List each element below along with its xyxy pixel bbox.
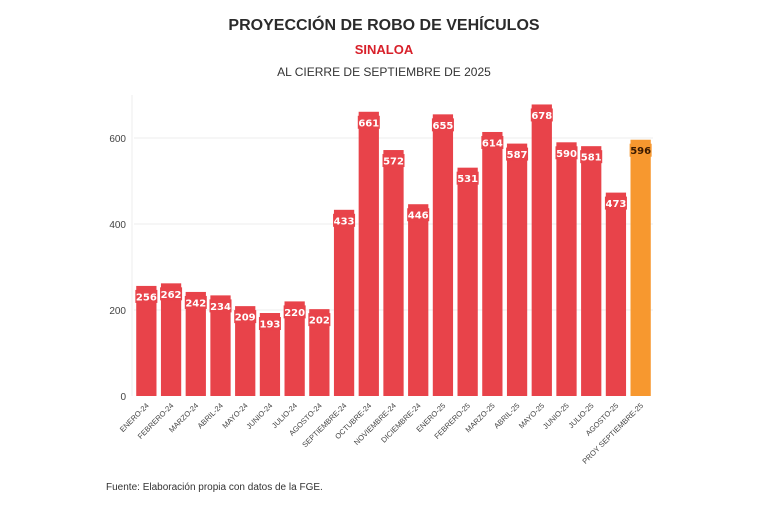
data-label-bg [160, 287, 183, 301]
data-label: 473 [605, 199, 626, 210]
chart-date-subtitle: AL CIERRE DE SEPTIEMBRE DE 2025 [277, 65, 491, 79]
bar [408, 204, 429, 396]
data-label: 202 [309, 316, 330, 327]
data-label-bg [530, 108, 553, 122]
data-label: 531 [457, 174, 478, 185]
data-label: 193 [259, 320, 280, 331]
data-label-bg [481, 135, 504, 149]
bar [185, 291, 206, 396]
bar-projection [630, 139, 651, 396]
data-label: 234 [210, 302, 231, 313]
y-axis: 0 200 400 600 [109, 134, 126, 403]
y-tick-label: 400 [109, 220, 126, 231]
x-tick-label: JUNIO-24 [244, 401, 274, 431]
data-label-bg [431, 118, 454, 132]
bar [358, 111, 379, 397]
data-label: 678 [531, 111, 552, 122]
data-label: 587 [507, 150, 528, 161]
bar [581, 146, 602, 396]
x-tick-label: JUNIO-25 [541, 401, 571, 431]
data-label-bg [357, 115, 380, 129]
data-label-bg [308, 313, 331, 327]
bars [136, 104, 651, 397]
data-label: 209 [235, 313, 256, 324]
data-label: 581 [581, 153, 602, 164]
data-label: 433 [334, 216, 355, 227]
data-label: 242 [185, 298, 206, 309]
data-label: 262 [161, 290, 182, 301]
data-label: 614 [482, 138, 503, 149]
bar [235, 306, 256, 396]
data-label-bg [382, 154, 405, 168]
bar [605, 192, 627, 396]
data-label-bg [555, 146, 578, 160]
data-label-bg [456, 171, 479, 185]
bar [210, 295, 231, 396]
data-label-bg [580, 150, 603, 164]
x-tick-label: ABRIL-24 [196, 401, 225, 430]
data-label: 256 [136, 292, 157, 303]
bar [457, 167, 478, 396]
data-label-bg [184, 295, 207, 309]
data-label-bg [506, 147, 529, 161]
bar [284, 301, 305, 396]
data-label: 661 [358, 118, 379, 129]
data-label-bg [258, 317, 281, 331]
data-label: 446 [408, 211, 429, 222]
data-label-bg [604, 196, 627, 210]
data-label: 596 [630, 146, 651, 157]
bar [506, 143, 528, 396]
chart-title: PROYECCIÓN DE ROBO DE VEHÍCULOS [228, 17, 540, 34]
x-tick-label: SEPTIEMBRE-24 [300, 401, 348, 449]
data-label-bg [234, 310, 257, 324]
data-label-bg [135, 289, 158, 303]
bar [309, 309, 330, 396]
data-label-bg [629, 143, 652, 157]
bar [432, 114, 454, 396]
bar [259, 313, 281, 396]
data-label: 590 [556, 149, 577, 160]
bar [556, 142, 577, 396]
y-tick-label: 0 [120, 392, 126, 403]
data-label: 572 [383, 157, 404, 168]
bar [482, 131, 503, 397]
data-label-bg [283, 305, 306, 319]
y-tick-label: 600 [109, 134, 126, 145]
source-note: Fuente: Elaboración propia con datos de … [106, 482, 323, 493]
bar [383, 150, 404, 396]
bar [333, 209, 355, 396]
x-axis: ENERO-24FEBRERO-24MARZO-24ABRIL-24MAYO-2… [118, 401, 645, 466]
data-label-bg [209, 299, 232, 313]
y-tick-label: 200 [109, 306, 126, 317]
bar [531, 104, 552, 397]
data-label: 655 [432, 121, 453, 132]
data-label-bg [333, 213, 356, 227]
x-tick-label: ABRIL-25 [492, 401, 521, 430]
chart-subtitle: SINALOA [354, 42, 414, 57]
data-label: 220 [284, 308, 305, 319]
data-label-bg [407, 208, 430, 222]
bar [136, 285, 157, 396]
bar [160, 283, 182, 396]
